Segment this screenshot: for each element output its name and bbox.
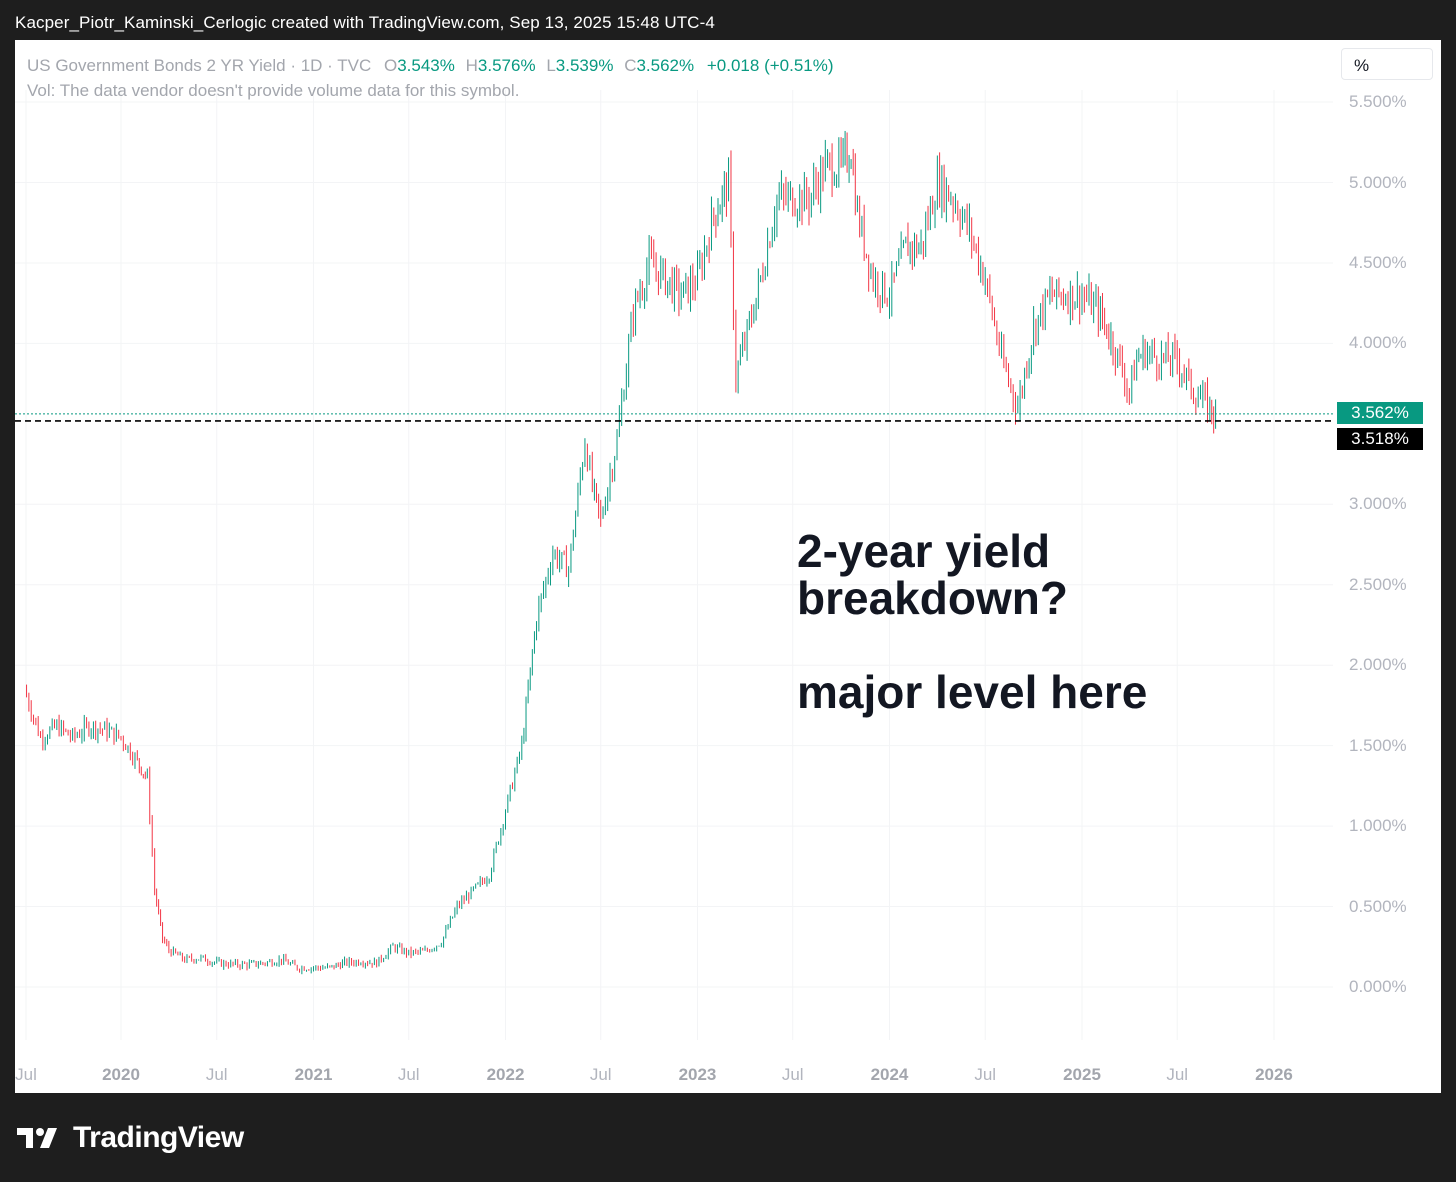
tradingview-logo[interactable]: TradingView	[17, 1121, 244, 1155]
x-tick-label: 2022	[486, 1065, 525, 1084]
chart-annotation[interactable]: 2-year yield breakdown? major level here	[797, 528, 1147, 716]
x-tick-label: Jul	[589, 1065, 612, 1084]
x-tick-label: Jul	[205, 1065, 228, 1084]
percent-scale-button[interactable]: %	[1341, 48, 1433, 80]
close-value: 3.562%	[636, 56, 695, 75]
tradingview-logo-icon	[17, 1128, 57, 1148]
x-tick-label: 2020	[102, 1065, 140, 1084]
open-value: 3.543%	[397, 56, 455, 75]
volume-note: Vol: The data vendor doesn't provide vol…	[27, 81, 520, 100]
close-label: C	[624, 56, 637, 75]
y-tick-label: 0.000%	[1349, 977, 1407, 996]
x-tick-label: 2025	[1063, 1065, 1101, 1084]
y-tick-label: 1.500%	[1349, 735, 1407, 755]
candle-series	[26, 130, 1217, 975]
x-tick-label: 2024	[870, 1065, 909, 1084]
brand-name: TradingView	[73, 1121, 244, 1154]
y-tick-label: 0.500%	[1349, 896, 1407, 916]
x-tick-label: Jul	[781, 1065, 804, 1084]
symbol-title: US Government Bonds 2 YR Yield · 1D · TV…	[27, 56, 372, 75]
level-price-tag: 3.518%	[1337, 428, 1423, 450]
x-tick-label: Jul	[974, 1065, 997, 1084]
high-label: H	[465, 56, 478, 75]
y-tick-label: 2.000%	[1349, 655, 1407, 675]
y-tick-label: 3.000%	[1349, 494, 1407, 514]
low-value: 3.539%	[555, 56, 614, 75]
annotation-line-2: breakdown?	[797, 572, 1068, 624]
x-tick-label: Jul	[1166, 1065, 1189, 1084]
price-plot[interactable]	[15, 40, 1441, 1093]
chart-panel[interactable]: US Government Bonds 2 YR Yield · 1D · TV…	[15, 40, 1441, 1093]
y-tick-label: 5.500%	[1349, 92, 1407, 112]
annotation-line-1: 2-year yield	[797, 525, 1051, 577]
x-tick-label: 2026	[1255, 1065, 1293, 1084]
chart-credit: Kacper_Piotr_Kaminski_Cerlogic created w…	[15, 13, 715, 32]
x-tick-label: 2023	[678, 1065, 717, 1084]
last-price-tag: 3.562%	[1337, 402, 1423, 424]
high-value: 3.576%	[477, 56, 536, 75]
y-tick-label: 5.000%	[1349, 172, 1407, 192]
low-label: L	[546, 56, 556, 75]
grid	[15, 90, 1333, 1040]
symbol-legend: US Government Bonds 2 YR Yield · 1D · TV…	[27, 56, 834, 76]
y-tick-label: 1.000%	[1349, 816, 1407, 836]
y-tick-label: 2.500%	[1349, 574, 1407, 594]
change-value: +0.018 (+0.51%)	[706, 56, 834, 75]
y-tick-label: 4.500%	[1349, 252, 1407, 272]
x-tick-label: 2021	[294, 1065, 333, 1084]
open-label: O	[383, 56, 398, 75]
y-tick-label: 4.000%	[1349, 333, 1407, 353]
x-tick-label: Jul	[15, 1065, 37, 1084]
x-tick-label: Jul	[397, 1065, 420, 1084]
annotation-line-3: major level here	[797, 666, 1148, 718]
